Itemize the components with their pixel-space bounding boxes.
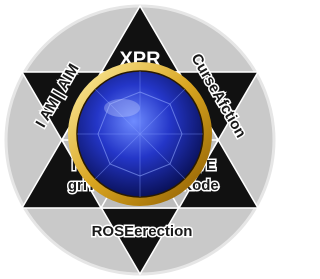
label-bottom: ROSEerection [92, 223, 193, 240]
emblem: XPR CurseAfction I AM | AIM I griT VE Ko… [0, 0, 280, 279]
gem [68, 62, 212, 206]
